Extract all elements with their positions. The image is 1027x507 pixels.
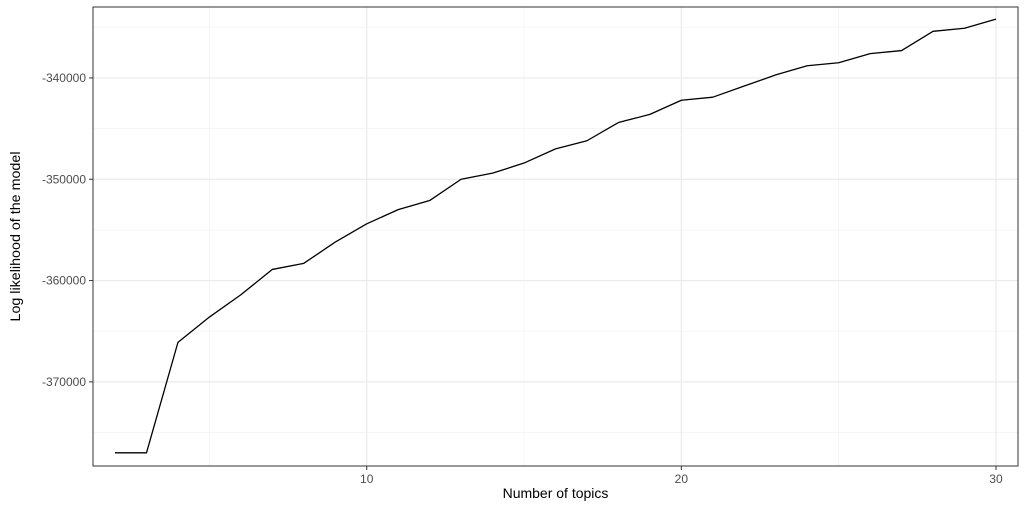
y-tick-label: -350000 <box>42 172 86 186</box>
major-gridlines <box>93 7 1018 466</box>
data-point <box>647 112 652 117</box>
y-tick-label: -340000 <box>42 71 86 85</box>
x-axis-ticks: 10 20 30 <box>360 466 1003 486</box>
data-point <box>742 84 747 89</box>
data-point <box>962 26 967 31</box>
series-line <box>115 18 997 454</box>
data-point <box>710 95 715 100</box>
data-point <box>175 340 180 345</box>
y-tick-label: -370000 <box>42 375 86 389</box>
data-point <box>207 315 212 320</box>
data-point <box>553 146 558 151</box>
data-point <box>270 267 275 272</box>
series-layer <box>113 17 998 455</box>
x-tick-label: 20 <box>675 472 689 486</box>
data-point <box>459 177 464 182</box>
data-point <box>616 120 621 125</box>
x-tick-label: 10 <box>360 472 374 486</box>
data-point <box>805 63 810 68</box>
data-point <box>427 198 432 203</box>
data-point <box>396 207 401 212</box>
data-point <box>144 450 149 455</box>
data-point <box>113 450 118 455</box>
data-point <box>301 261 306 266</box>
data-point <box>522 161 527 166</box>
data-point <box>364 221 369 226</box>
minor-gridlines <box>93 7 1018 466</box>
data-point <box>868 51 873 56</box>
data-point <box>333 240 338 245</box>
data-point <box>679 98 684 103</box>
x-axis-title: Number of topics <box>503 485 609 501</box>
y-axis-title: Log likelihood of the model <box>7 152 23 322</box>
plot-panel-border <box>92 6 1019 467</box>
data-point <box>773 72 778 77</box>
data-point <box>238 292 243 297</box>
data-point <box>490 171 495 176</box>
x-tick-label: 30 <box>989 472 1003 486</box>
data-point <box>993 17 998 22</box>
y-axis-ticks: -340000 -350000 -360000 -370000 <box>42 71 93 389</box>
data-point <box>931 29 936 34</box>
data-point <box>584 138 589 143</box>
data-point <box>836 60 841 65</box>
y-tick-label: -360000 <box>42 274 86 288</box>
data-point <box>899 48 904 53</box>
